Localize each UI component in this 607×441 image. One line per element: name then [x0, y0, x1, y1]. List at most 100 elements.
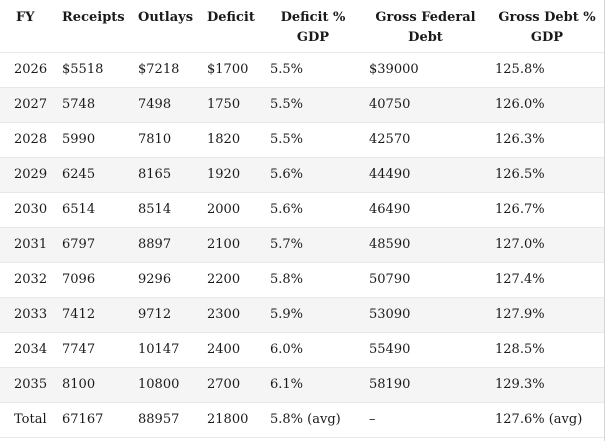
cell-receipts: 6245: [55, 157, 131, 193]
cell-outlays: 10800: [131, 367, 200, 403]
cell-receipts: 5748: [55, 87, 131, 123]
cell-gross-debt: 40750: [362, 87, 488, 123]
cell-deficit: 21800: [200, 402, 263, 438]
cell-gross-debt: 46490: [362, 192, 488, 228]
table-row: 2030 6514 8514 2000 5.6% 46490 126.7%: [0, 192, 605, 228]
cell-gross-debt-pct: 126.0%: [488, 87, 605, 123]
cell-gross-debt: 53090: [362, 297, 488, 333]
cell-deficit: 2400: [200, 332, 263, 368]
cell-deficit-pct: 6.0%: [263, 332, 362, 368]
table-body: 2026 $5518 $7218 $1700 5.5% $39000 125.8% 2027 5…: [0, 52, 605, 438]
cell-gross-debt-pct: 127.6% (avg): [488, 402, 605, 438]
table-right-border: [604, 0, 605, 441]
header-deficit-pct-line2: GDP: [296, 30, 330, 45]
cell-gross-debt-pct: 125.8%: [488, 52, 605, 88]
header-outlays: Outlays: [131, 0, 200, 53]
cell-deficit-pct: 5.6%: [263, 157, 362, 193]
cell-deficit: 2000: [200, 192, 263, 228]
cell-deficit: 2700: [200, 367, 263, 403]
table-row: 2027 5748 7498 1750 5.5% 40750 126.0%: [0, 87, 605, 123]
cell-gross-debt-pct: 126.5%: [488, 157, 605, 193]
cell-receipts: 6514: [55, 192, 131, 228]
table-row: 2029 6245 8165 1920 5.6% 44490 126.5%: [0, 157, 605, 193]
cell-outlays: 8165: [131, 157, 200, 193]
table-row: 2033 7412 9712 2300 5.9% 53090 127.9%: [0, 297, 605, 333]
cell-gross-debt: –: [362, 402, 488, 438]
header-gross-federal-debt: Gross Federal Debt: [362, 0, 488, 53]
cell-outlays: 88957: [131, 402, 200, 438]
header-row: FY Receipts Outlays Deficit Deficit % GD…: [0, 0, 605, 53]
cell-deficit: 1920: [200, 157, 263, 193]
cell-outlays: $7218: [131, 52, 200, 88]
cell-gross-debt-pct: 126.7%: [488, 192, 605, 228]
cell-outlays: 8514: [131, 192, 200, 228]
cell-gross-debt-pct: 127.9%: [488, 297, 605, 333]
table-row: 2034 7747 10147 2400 6.0% 55490 128.5%: [0, 332, 605, 368]
cell-fy: 2030: [0, 192, 55, 228]
cell-receipts: 5990: [55, 122, 131, 158]
table-row: 2026 $5518 $7218 $1700 5.5% $39000 125.8%: [0, 52, 605, 88]
cell-deficit: 1820: [200, 122, 263, 158]
cell-deficit-pct: 5.7%: [263, 227, 362, 263]
cell-fy: 2033: [0, 297, 55, 333]
cell-outlays: 9712: [131, 297, 200, 333]
cell-receipts: 8100: [55, 367, 131, 403]
cell-outlays: 8897: [131, 227, 200, 263]
cell-outlays: 9296: [131, 262, 200, 298]
header-deficit-pct-gdp: Deficit % GDP: [263, 0, 362, 53]
table-row: Total 67167 88957 21800 5.8% (avg) –127.6% (a…: [0, 402, 605, 438]
cell-deficit: 2300: [200, 297, 263, 333]
cell-gross-debt-pct: 128.5%: [488, 332, 605, 368]
table-row: 2028 5990 7810 1820 5.5% 42570 126.3%: [0, 122, 605, 158]
cell-fy: 2027: [0, 87, 55, 123]
cell-fy: Total: [0, 402, 55, 438]
cell-gross-debt: 50790: [362, 262, 488, 298]
table-row: 2032 7096 9296 2200 5.8% 50790 127.4%: [0, 262, 605, 298]
cell-deficit-pct: 5.8%: [263, 262, 362, 298]
cell-receipts: 7747: [55, 332, 131, 368]
cell-deficit-pct: 5.6%: [263, 192, 362, 228]
cell-gross-debt: 48590: [362, 227, 488, 263]
cell-fy: 2032: [0, 262, 55, 298]
cell-gross-debt: 55490: [362, 332, 488, 368]
cell-deficit: 2200: [200, 262, 263, 298]
header-deficit: Deficit: [200, 0, 263, 53]
cell-outlays: 7810: [131, 122, 200, 158]
header-gross-debt-pct-gdp: Gross Debt % GDP: [488, 0, 605, 53]
cell-outlays: 10147: [131, 332, 200, 368]
header-gross-debt-line1: Gross Federal: [375, 10, 476, 25]
cell-gross-debt: 44490: [362, 157, 488, 193]
cell-fy: 2029: [0, 157, 55, 193]
cell-deficit-pct: 5.5%: [263, 122, 362, 158]
cell-gross-debt-pct: 129.3%: [488, 367, 605, 403]
table-row: 2035 8100 10800 2700 6.1% 58190 129.3%: [0, 367, 605, 403]
cell-receipts: $5518: [55, 52, 131, 88]
cell-deficit-pct: 6.1%: [263, 367, 362, 403]
cell-fy: 2028: [0, 122, 55, 158]
cell-gross-debt-pct: 127.4%: [488, 262, 605, 298]
cell-receipts: 6797: [55, 227, 131, 263]
cell-fy: 2035: [0, 367, 55, 403]
cell-receipts: 7096: [55, 262, 131, 298]
cell-outlays: 7498: [131, 87, 200, 123]
header-gross-debt-line2: Debt: [408, 30, 443, 45]
cell-gross-debt-pct: 126.3%: [488, 122, 605, 158]
cell-deficit: $1700: [200, 52, 263, 88]
cell-fy: 2031: [0, 227, 55, 263]
cell-deficit-pct: 5.5%: [263, 87, 362, 123]
header-gross-debt-pct-line2: GDP: [530, 30, 564, 45]
cell-deficit: 1750: [200, 87, 263, 123]
cell-gross-debt: 42570: [362, 122, 488, 158]
cell-gross-debt: 58190: [362, 367, 488, 403]
cell-deficit-pct: 5.8% (avg): [263, 402, 362, 438]
cell-receipts: 7412: [55, 297, 131, 333]
cell-fy: 2034: [0, 332, 55, 368]
cell-deficit-pct: 5.9%: [263, 297, 362, 333]
header-fy: FY: [0, 0, 55, 53]
header-receipts: Receipts: [55, 0, 131, 53]
header-deficit-pct-line1: Deficit %: [280, 10, 346, 25]
header-gross-debt-pct-line1: Gross Debt %: [498, 10, 596, 25]
cell-deficit: 2100: [200, 227, 263, 263]
